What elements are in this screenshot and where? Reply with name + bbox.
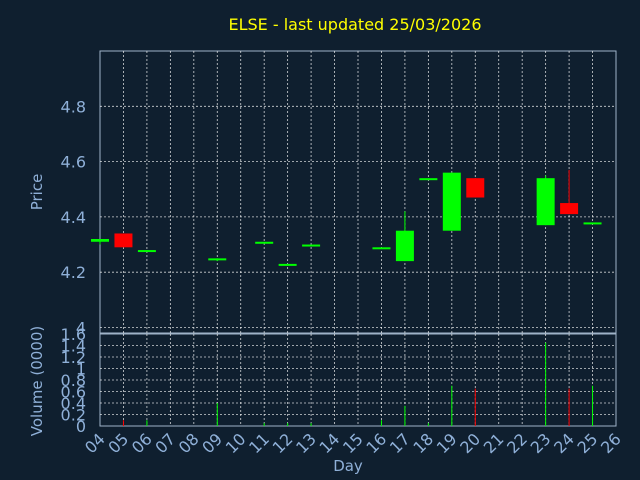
- volume-tick-label: 1.4: [61, 337, 86, 356]
- candle-body: [419, 178, 438, 181]
- price-tick-label: 4.4: [61, 208, 86, 227]
- volume-tick-label: 1.2: [61, 348, 86, 367]
- candle-body: [583, 222, 602, 225]
- price-axis-label: Price: [28, 174, 46, 211]
- volume-panel: 00.20.40.60.811.21.41.6: [61, 325, 617, 436]
- volume-tick-label: 0.2: [61, 406, 86, 425]
- volume-axis-label: Volume (0000): [28, 326, 46, 436]
- volume-tick-label: 0.8: [61, 371, 86, 390]
- x-axis: 0405060708091011121314151617181920212223…: [81, 429, 625, 457]
- volume-tick-label: 0.4: [61, 394, 86, 413]
- candle-body: [114, 233, 133, 248]
- candle-body: [442, 172, 461, 231]
- candle-body: [208, 258, 227, 261]
- candle-body: [395, 230, 414, 262]
- candle-body: [91, 239, 109, 242]
- x-axis-label: Day: [333, 457, 363, 475]
- volume-tick-label: 0: [76, 417, 86, 436]
- candle-body: [255, 241, 274, 244]
- candle-body: [560, 203, 579, 215]
- candle-body: [278, 263, 297, 266]
- candle-body: [372, 247, 391, 250]
- price-tick-label: 4.6: [61, 153, 86, 172]
- price-tick-label: 4.8: [61, 97, 86, 116]
- candle-body: [137, 250, 156, 253]
- candle-body: [466, 178, 485, 198]
- chart-title: ELSE - last updated 25/03/2026: [228, 15, 481, 34]
- candle-body: [302, 244, 321, 247]
- candle-body: [536, 178, 555, 226]
- price-panel: 4 4.2 4.4 4.6 4.8: [61, 50, 617, 337]
- volume-tick-label: 1: [76, 360, 86, 379]
- volume-tick-label: 0.6: [61, 383, 86, 402]
- volume-tick-label: 1.6: [61, 325, 86, 344]
- price-tick-label: 4.2: [61, 263, 86, 282]
- price-tick-label: 4: [76, 318, 86, 337]
